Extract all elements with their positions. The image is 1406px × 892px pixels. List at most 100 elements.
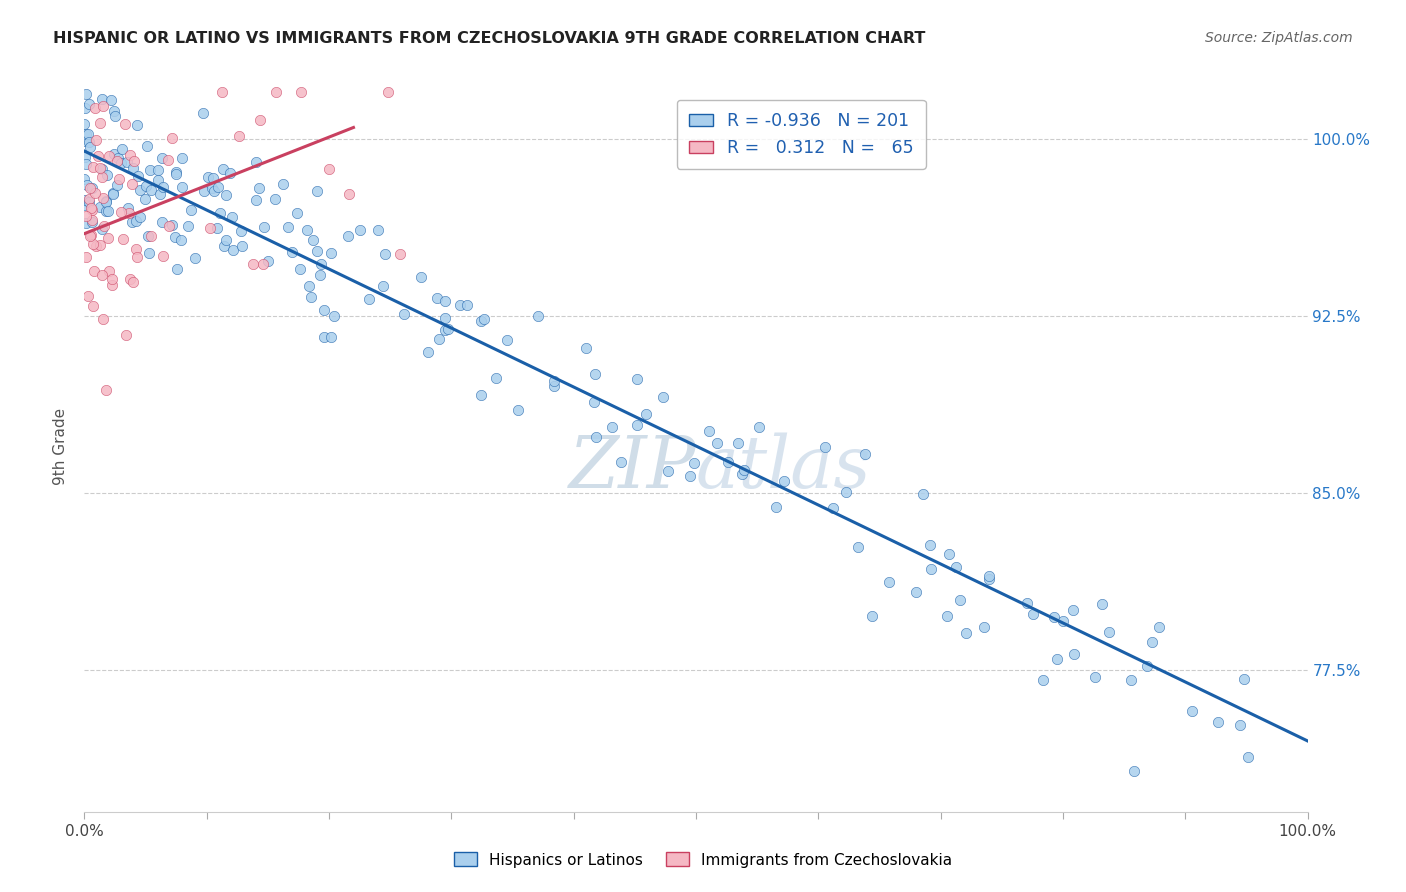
Point	[207, 220, 229, 235]
Point	[127, 169, 149, 183]
Point	[389, 246, 412, 260]
Point	[1091, 598, 1114, 612]
Point	[90, 222, 112, 236]
Point	[321, 245, 343, 260]
Point	[853, 447, 876, 461]
Point	[249, 113, 271, 128]
Point	[977, 572, 1000, 586]
Point	[180, 202, 202, 217]
Point	[472, 311, 495, 326]
Point	[136, 138, 159, 153]
Point	[110, 156, 132, 170]
Point	[170, 180, 193, 194]
Point	[170, 233, 193, 247]
Point	[136, 229, 159, 244]
Point	[93, 219, 115, 233]
Point	[122, 153, 145, 168]
Point	[202, 171, 225, 186]
Point	[1098, 624, 1121, 639]
Point	[166, 262, 188, 277]
Point	[242, 257, 264, 271]
Point	[122, 161, 145, 175]
Point	[636, 407, 658, 421]
Point	[245, 155, 267, 169]
Point	[657, 464, 679, 478]
Point	[87, 148, 110, 162]
Point	[127, 250, 149, 264]
Point	[96, 203, 118, 218]
Point	[82, 215, 104, 229]
Point	[103, 103, 125, 118]
Point	[377, 85, 399, 99]
Point	[91, 170, 114, 185]
Point	[1206, 714, 1229, 729]
Point	[91, 99, 114, 113]
Point	[1015, 596, 1038, 610]
Point	[117, 201, 139, 215]
Point	[79, 97, 101, 112]
Point	[298, 279, 321, 293]
Point	[626, 418, 648, 433]
Point	[1052, 615, 1074, 629]
Point	[1147, 620, 1170, 634]
Point	[91, 191, 114, 205]
Point	[717, 455, 740, 469]
Point	[193, 184, 215, 198]
Point	[101, 277, 124, 292]
Point	[706, 436, 728, 450]
Point	[877, 574, 900, 589]
Point	[748, 420, 770, 434]
Point	[150, 151, 173, 165]
Point	[97, 264, 120, 278]
Point	[211, 85, 233, 99]
Point	[121, 275, 143, 289]
Point	[938, 548, 960, 562]
Point	[470, 388, 492, 402]
Point	[683, 456, 706, 470]
Point	[134, 192, 156, 206]
Point	[437, 322, 460, 336]
Point	[245, 193, 267, 207]
Point	[129, 183, 152, 197]
Point	[73, 101, 96, 115]
Point	[231, 239, 253, 253]
Point	[73, 193, 96, 207]
Point	[323, 309, 346, 323]
Point	[1233, 672, 1256, 686]
Point	[125, 213, 148, 227]
Point	[731, 467, 754, 481]
Point	[97, 149, 120, 163]
Point	[449, 298, 471, 312]
Point	[84, 238, 107, 252]
Point	[82, 160, 104, 174]
Point	[184, 251, 207, 265]
Point	[433, 293, 456, 308]
Point	[198, 221, 221, 235]
Point	[118, 148, 141, 162]
Point	[823, 501, 845, 516]
Point	[1062, 603, 1084, 617]
Point	[80, 202, 103, 217]
Point	[76, 178, 98, 192]
Point	[125, 118, 148, 132]
Point	[392, 307, 415, 321]
Point	[357, 292, 380, 306]
Point	[367, 223, 389, 237]
Point	[97, 204, 120, 219]
Point	[1136, 658, 1159, 673]
Point	[73, 172, 96, 186]
Point	[157, 153, 180, 168]
Point	[1140, 635, 1163, 649]
Point	[277, 220, 299, 235]
Point	[678, 469, 700, 483]
Point	[307, 244, 329, 258]
Point	[1046, 652, 1069, 666]
Point	[697, 424, 720, 438]
Point	[114, 117, 136, 131]
Point	[138, 245, 160, 260]
Point	[772, 475, 794, 489]
Point	[82, 300, 104, 314]
Point	[949, 592, 972, 607]
Point	[349, 223, 371, 237]
Point	[89, 161, 111, 175]
